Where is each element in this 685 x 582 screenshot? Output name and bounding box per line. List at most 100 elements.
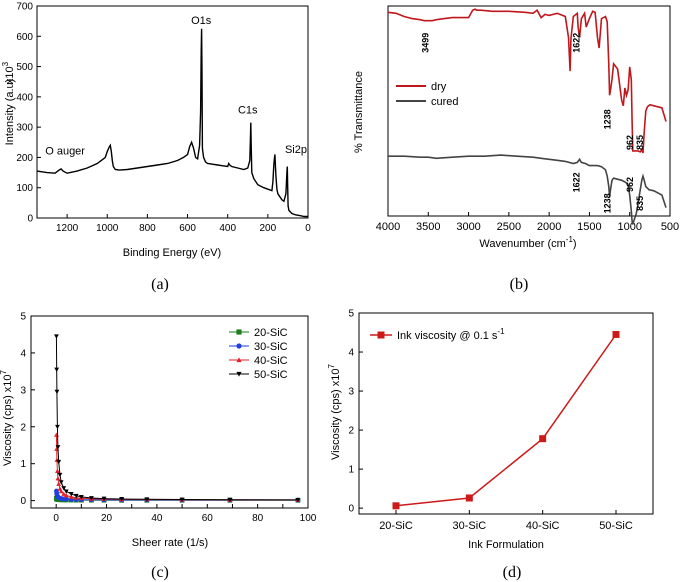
panel-c-data-point [54,367,60,372]
panel-c-data-point [61,486,67,491]
panel-c-series-40-SiC [54,432,301,502]
panel-d-data-point [539,435,547,443]
panel-b-xtick-label: 2000 [537,221,561,233]
panel-d-ytick-label: 4 [348,348,354,359]
panel-c-data-point [55,468,60,473]
panel-b-peak-label: 835 [635,135,645,150]
legend-swatch-marker [236,371,242,377]
panel-b-peak-label: 1622 [572,172,582,192]
panel-a-ytick-label: 300 [16,123,33,134]
panel-d-ylabel-main: Viscosity (cps) x10 [330,368,342,460]
panel-b-caption: (b) [510,276,529,293]
panel-d-ylabel: Viscosity (cps) x107 [327,363,342,460]
panel-c-legend: 20-SiC 30-SiC 40-SiC 50-SiC [229,327,288,381]
panel-d-ylabel-sup: 7 [327,363,336,368]
panel-b-frame [387,5,671,217]
panel-a-ytick-label: 200 [16,153,33,164]
panel-a-xtick-label: 1200 [56,223,79,234]
panel-c-ylabel-sup: 7 [0,369,8,374]
panel-b-xtick-label: 3500 [416,221,440,233]
panel-a-xtick-label: 400 [219,223,236,234]
legend-ink-viscosity-label: Ink viscosity @ 0.1 s-1 [397,327,505,342]
panel-c-data-point [63,496,69,502]
panel-d-xtick-label: 20-SiC [379,520,413,532]
legend-swatch-marker [236,343,242,349]
panel-a-multiplier-exp: 3 [1,61,10,66]
panel-c-series-line [55,336,298,501]
panel-d-xlabel: Ink Formulation [468,539,544,551]
panel-d-frame [358,312,654,515]
legend-cured-label: cured [431,96,459,108]
panel-c-xtick-label: 0 [53,513,59,524]
panel-b-xlabel: Wavenumber (cm-1) [479,235,576,250]
panel-d-data-point [612,330,620,338]
panel-c-ylabel-main: Viscosity (cps) x10 [2,374,14,466]
legend-swatch-marker [236,329,242,335]
panel-b-peak-label: 835 [635,196,645,211]
panel-b-xtick-label: 4000 [376,221,400,233]
panel-b-peak-label: 1238 [603,109,613,129]
panel-b-xlabel-main: Wavenumber (cm [479,238,565,250]
panel-b-xtick-label: 2500 [497,221,521,233]
panel-b-xtick-label: 3000 [456,221,480,233]
panel-c-data-point [63,493,69,498]
panel-b-ylabel: % Transmittance [353,71,365,153]
legend-label: 30-SiC [254,341,288,353]
panel-c-data-point [61,491,67,496]
panel-c-data-point [58,488,64,494]
panel-c-data-point [295,497,301,503]
panel-a-xtick-label: 200 [260,223,277,234]
panel-d-data-point [465,494,473,502]
panel-c-series-line [55,434,298,501]
panel-c-ytick-label: 0 [20,496,26,507]
panel-c-data-point [68,494,74,499]
panel-a-xtick-label: 0 [305,223,311,234]
panel-c-data-point [55,424,60,430]
panel-b-peak-label: 1238 [603,193,613,213]
panel-d-ytick-label: 2 [348,426,354,437]
panel-d-data-point [392,502,400,510]
panel-b-peak-label: 3499 [420,33,430,53]
panel-b-cured-line [388,154,667,225]
legend-label: 20-SiC [254,327,288,339]
panel-a-ytick-label: 0 [27,214,33,225]
panel-c-xtick-label: 60 [202,513,214,524]
panel-c-ytick-label: 3 [20,385,26,396]
panel-b-xlabel-sup: -1 [566,235,574,244]
panel-c-data-point [54,389,60,395]
panel-c-caption: (c) [151,564,169,581]
panel-a-xtick-label: 1000 [96,223,119,234]
panel-c-xlabel: Sheer rate (1/s) [132,537,208,549]
panel-a-caption: (a) [151,276,169,293]
panel-d-ytick-label: 3 [348,387,354,398]
panel-c-data-point [78,495,84,500]
panel-c-data-point [56,459,62,465]
panel-c-xtick-label: 40 [151,513,163,524]
panel-a-ytick-label: 700 [16,2,33,13]
panel-c-data-point [58,480,64,485]
panel-c-data-point [179,497,185,502]
panel-b-dry-line [387,8,667,154]
panel-b-peak-label: 962 [625,177,635,192]
panel-b-peak-label: 962 [625,135,635,150]
panel-c-ytick-label: 5 [20,312,26,323]
panel-a-xlabel: Binding Energy (eV) [123,247,221,259]
panel-c-data-point [73,493,79,499]
panel-a-peak-label: Si2p [285,144,307,156]
panel-c-data-point [119,497,125,502]
legend-label: 50-SiC [254,369,288,381]
panel-c-data-point [56,481,62,486]
panel-c-xtick-label: 100 [300,513,317,524]
panel-c-xtick-label: 20 [101,513,113,524]
panel-a-xps-survey: 1200 1000 800 600 400 200 0 0 100 200 300 400 500 600… [1,2,311,294]
panel-a-xtick-label: 600 [179,223,196,234]
panel-c-ytick-label: 4 [20,348,26,359]
panel-d-xtick-label: 50-SiC [599,520,633,532]
panel-a-peak-label: O1s [191,15,212,27]
legend-ink-viscosity-marker [377,331,385,339]
panel-b-legend: dry cured [396,81,459,108]
panel-d-ytick-label: 0 [348,504,354,515]
legend-label: 40-SiC [254,355,288,367]
panel-c-data-point [68,492,74,497]
